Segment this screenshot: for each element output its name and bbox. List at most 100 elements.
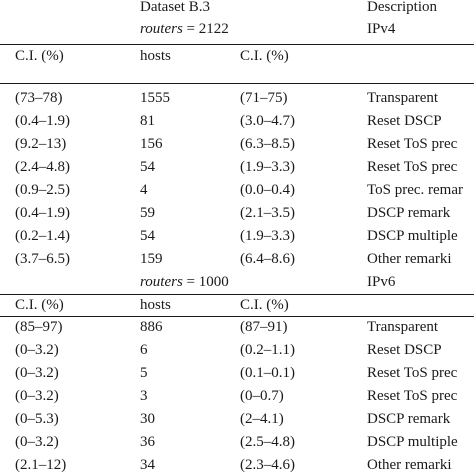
description-cell: Other remarki (367, 457, 452, 473)
table-row: (0.9–2.5) 4 (0.0–0.4) ToS prec. remar (0, 179, 474, 201)
description-cell: Reset ToS prec (367, 388, 458, 404)
ci-low-cell: (0.4–1.9) (15, 113, 70, 129)
ipv6-hosts-label: hosts (140, 297, 171, 313)
ci-low-cell: (0–3.2) (15, 365, 59, 381)
ipv4-section-row: 3 routers = 2122 IPv4 (0, 18, 474, 40)
ci-low-cell: (0–3.2) (15, 434, 59, 450)
ci-low-cell: (0.2–1.4) (15, 228, 70, 244)
ci-high-cell: (6.3–8.5) (240, 136, 295, 152)
ipv4-ci-left-label: C.I. (%) (15, 48, 64, 64)
ipv6-column-labels: C.I. (%) hosts C.I. (%) (0, 294, 474, 316)
hosts-cell: 3 (140, 388, 148, 404)
ipv6-routers-var: routers (140, 274, 183, 290)
ipv6-section-row: 3 routers = 1000 IPv6 (0, 271, 474, 293)
table-row: (0–3.2) 3 (0–0.7) Reset ToS prec (0, 385, 474, 407)
ipv6-header-rule (0, 316, 474, 317)
hosts-cell: 81 (140, 113, 155, 129)
description-cell: Reset DSCP (367, 342, 442, 358)
ipv4-routers: routers = 2122 (140, 18, 229, 40)
table-row: (0–3.2) 6 (0.2–1.1) Reset DSCP (0, 339, 474, 361)
ci-low-cell: (0–3.2) (15, 342, 59, 358)
ci-high-cell: (0.2–1.1) (240, 342, 295, 358)
ci-low-cell: (85–97) (15, 319, 63, 335)
ci-low-cell: (9.2–13) (15, 136, 67, 152)
hosts-cell: 5 (140, 365, 148, 381)
ci-high-cell: (3.0–4.7) (240, 113, 295, 129)
ci-high-cell: (71–75) (240, 90, 288, 106)
hosts-cell: 6 (140, 342, 148, 358)
hosts-cell: 159 (140, 251, 163, 267)
ipv6-ci-right-label: C.I. (%) (240, 297, 289, 313)
description-cell: Transparent (367, 319, 439, 335)
hosts-cell: 54 (140, 228, 155, 244)
table-row: (9.2–13) 156 (6.3–8.5) Reset ToS prec (0, 133, 474, 155)
ci-low-cell: (0.9–2.5) (15, 182, 70, 198)
ci-high-cell: (87–91) (240, 319, 288, 335)
description-cell: DSCP remark (367, 205, 451, 221)
description-cell: Reset ToS prec (367, 159, 458, 175)
hosts-cell: 1555 (140, 90, 170, 106)
table-row: (0.2–1.4) 54 (1.9–3.3) DSCP multiple (0, 225, 474, 247)
table-row: (2.1–12) 34 (2.3–4.6) Other remarki (0, 454, 474, 476)
hosts-cell: 59 (140, 205, 155, 221)
ci-high-cell: (0–0.7) (240, 388, 284, 404)
ci-low-cell: (2.1–12) (15, 457, 67, 473)
ipv4-ci-right-label: C.I. (%) (240, 48, 289, 64)
table-header-row: 2 Dataset B.3 Description (0, 0, 474, 18)
table-row: (73–78) 1555 (71–75) Transparent (0, 87, 474, 109)
table-row: (85–97) 886 (87–91) Transparent (0, 316, 474, 338)
description-cell: Reset ToS prec (367, 365, 458, 381)
table-row: (0–5.3) 30 (2–4.1) DSCP remark (0, 408, 474, 430)
description-cell: DSCP multiple (367, 228, 458, 244)
ipv4-routers-var: routers (140, 21, 183, 37)
hosts-cell: 54 (140, 159, 155, 175)
ipv6-routers: routers = 1000 (140, 271, 229, 293)
ipv4-protocol: IPv4 (367, 21, 396, 37)
hosts-cell: 156 (140, 136, 163, 152)
ipv4-rule (0, 44, 474, 45)
ci-high-cell: (1.9–3.3) (240, 159, 295, 175)
ipv6-ci-left-label: C.I. (%) (15, 297, 64, 313)
ci-high-cell: (0.0–0.4) (240, 182, 295, 198)
ipv4-routers-count: = 2122 (182, 21, 229, 37)
ipv6-routers-count: = 1000 (182, 274, 229, 290)
hosts-cell: 4 (140, 182, 148, 198)
header-dataset: Dataset B.3 (140, 0, 210, 15)
table-row: (2.4–4.8) 54 (1.9–3.3) Reset ToS prec (0, 156, 474, 178)
ci-high-cell: (2–4.1) (240, 411, 284, 427)
table-row: (0.4–1.9) 59 (2.1–3.5) DSCP remark (0, 202, 474, 224)
description-cell: Other remarki (367, 251, 452, 267)
ci-high-cell: (1.9–3.3) (240, 228, 295, 244)
ipv6-rule (0, 294, 474, 295)
hosts-cell: 34 (140, 457, 155, 473)
description-cell: Reset ToS prec (367, 136, 458, 152)
ci-low-cell: (3.7–6.5) (15, 251, 70, 267)
ipv4-header-rule (0, 83, 474, 84)
hosts-cell: 36 (140, 434, 155, 450)
ci-high-cell: (2.5–4.8) (240, 434, 295, 450)
ci-high-cell: (2.3–4.6) (240, 457, 295, 473)
ci-low-cell: (0–3.2) (15, 388, 59, 404)
description-cell: Transparent (367, 90, 439, 106)
ci-high-cell: (6.4–8.6) (240, 251, 295, 267)
ipv6-protocol: IPv6 (367, 274, 396, 290)
table-row: (3.7–6.5) 159 (6.4–8.6) Other remarki (0, 248, 474, 270)
ipv4-column-labels: C.I. (%) hosts C.I. (%) (0, 45, 474, 67)
description-cell: ToS prec. remar (367, 182, 463, 198)
description-cell: DSCP remark (367, 411, 451, 427)
table-row: (0–3.2) 5 (0.1–0.1) Reset ToS prec (0, 362, 474, 384)
ci-high-cell: (2.1–3.5) (240, 205, 295, 221)
ci-low-cell: (0.4–1.9) (15, 205, 70, 221)
hosts-cell: 886 (140, 319, 163, 335)
table-row: (0–3.2) 36 (2.5–4.8) DSCP multiple (0, 431, 474, 453)
description-cell: DSCP multiple (367, 434, 458, 450)
description-cell: Reset DSCP (367, 113, 442, 129)
ci-high-cell: (0.1–0.1) (240, 365, 295, 381)
ipv4-hosts-label: hosts (140, 48, 171, 64)
ci-low-cell: (2.4–4.8) (15, 159, 70, 175)
table-row: (0.4–1.9) 81 (3.0–4.7) Reset DSCP (0, 110, 474, 132)
ci-low-cell: (73–78) (15, 90, 63, 106)
header-description: Description (367, 0, 437, 15)
ci-low-cell: (0–5.3) (15, 411, 59, 427)
